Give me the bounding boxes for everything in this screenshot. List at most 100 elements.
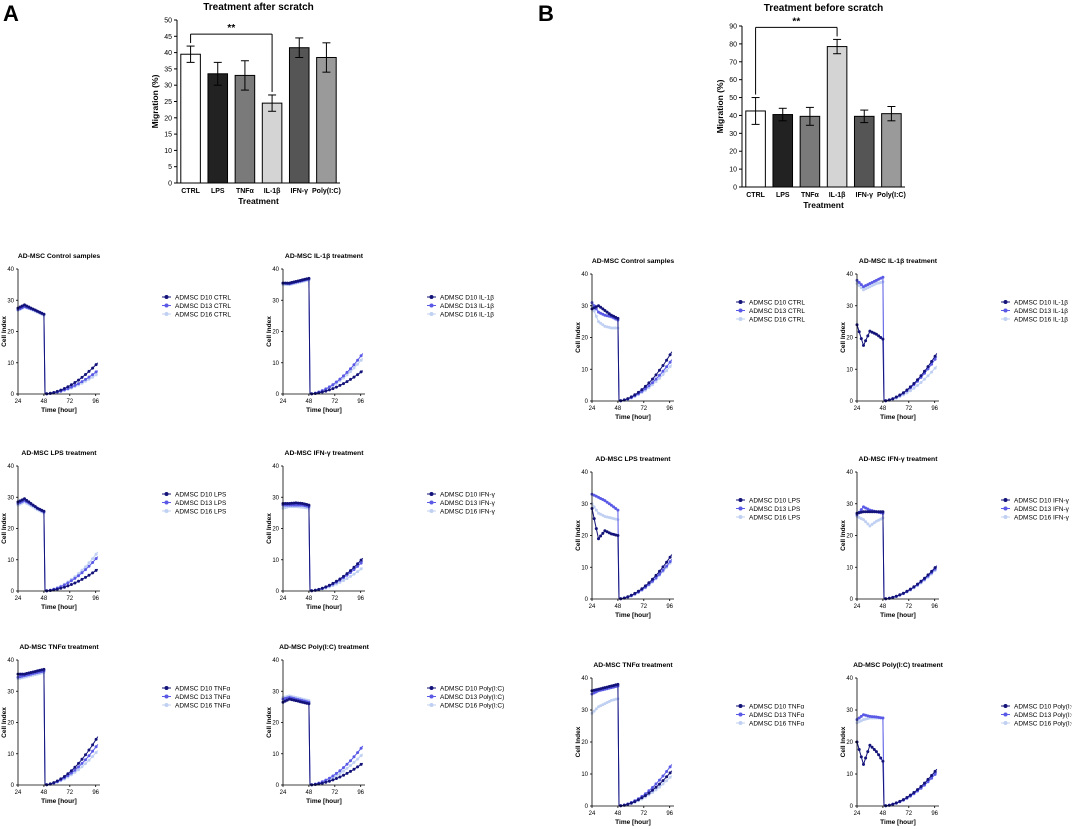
y-tick-label-4: 40 [581,676,588,682]
series-1-point-46 [80,761,84,765]
y-tick-label-3: 30 [846,708,853,714]
legend-label-2: ADMSC D16 IL-1β [440,311,494,318]
y-tick-label-3: 30 [7,689,14,695]
series-0-point-42 [912,382,916,385]
series-2-point-14 [870,522,874,526]
legend-label-2: ADMSC D16 Poly(I:C) [440,702,504,709]
legend-marker-0 [1003,300,1008,304]
chart-title: AD-MSC IFN-γ treatment [285,450,365,457]
y-tick-label-2: 20 [7,330,14,336]
series-0-point-8 [599,534,603,538]
legend-label-0: ADMSC D10 TNFα [749,703,805,710]
x-tick-label-4: IFN-γ [856,192,874,199]
series-0-point-44 [342,574,345,578]
series-2-point-52 [930,370,934,374]
bar-3 [261,102,283,184]
series-1-point-46 [80,571,84,575]
series-0-point-32 [894,395,898,399]
x-tick-label-2: 72 [905,406,912,412]
legend-marker-0 [738,300,743,304]
x-tick-label-1: LPS [211,188,225,195]
series-0-point-54 [359,762,363,766]
series-0-point-46 [919,785,923,788]
series-1-point-52 [356,751,360,755]
y-axis-label: Migration (%) [715,79,725,133]
series-2-point-54 [359,754,363,758]
legend-label-2: ADMSC D16 IFN-γ [1014,514,1070,521]
series-1-point-40 [69,771,73,775]
series-0-point-38 [640,587,644,591]
series-0-point-2 [592,517,596,521]
series-2-point-50 [352,760,356,764]
series-line-1 [856,714,938,807]
legend-label-0: ADMSC D10 IL-1β [440,294,494,301]
series-0-point-52 [930,774,934,777]
series-0-point-44 [916,378,919,382]
series-0-point-24 [307,503,311,507]
x-tick-label-1: 48 [41,790,48,796]
series-0-point-8 [290,501,294,505]
series-1-point-46 [654,377,658,381]
series-0-point-44 [651,788,654,792]
series-2-point-48 [349,764,352,767]
y-tick-label-0: 0 [11,589,15,595]
series-line-1 [856,506,938,600]
series-0-point-50 [926,573,930,577]
x-tick-label-1: LPS [776,192,790,199]
y-tick-label-2: 20 [581,534,588,540]
series-0-point-32 [320,390,324,394]
series-1-point-42 [73,768,77,772]
series-2-point-2 [592,309,596,313]
y-axis-label: Cell Index [575,726,582,757]
series-0-point-52 [930,360,934,363]
y-axis-label: Migration (%) [150,74,160,128]
legend-marker-2 [1003,317,1008,321]
series-0-point-24 [881,510,885,514]
series-0-point-30 [52,781,56,785]
legend-label-1: ADMSC D13 Poly(I:C) [1014,712,1072,719]
series-0-point-36 [636,589,640,593]
y-tick-label-1: 5 [168,164,172,171]
series-1-point-38 [66,581,70,585]
x-axis-label: Time [hour] [615,612,651,619]
series-0-point-44 [651,577,654,581]
series-0-point-2 [857,330,861,334]
legend-label-1: ADMSC D13 IL-1β [1014,308,1068,315]
series-1-point-24 [616,508,620,512]
y-tick-label-1: 10 [846,565,853,571]
y-tick-label-8: 40 [164,50,172,57]
y-tick-label-0: 0 [11,392,15,398]
y-tick-label-1: 10 [7,558,14,564]
y-tick-label-3: 30 [729,131,737,138]
series-line-1 [283,504,364,592]
series-line-2 [591,503,673,600]
chart-title: AD-MSC TNFα treatment [593,662,673,669]
series-0-point-52 [356,765,360,769]
series-1-point-46 [654,576,658,580]
x-tick-label-2: 72 [331,399,338,405]
series-0-point-48 [658,368,661,372]
series-0-point-44 [916,788,919,792]
chart-title: AD-MSC Poly(I:C) treatment [853,662,944,669]
series-line-1 [17,670,99,786]
series-line-2 [591,305,673,402]
series-0-point-46 [345,771,349,775]
y-tick-label-4: 40 [272,658,279,664]
series-0-point-40 [908,793,912,797]
series-1-point-50 [661,568,665,572]
series-1-point-40 [334,380,338,384]
series-0-point-22 [879,756,883,760]
series-0-point-36 [62,775,66,778]
series-0-point-50 [352,767,356,771]
series-2-point-4 [594,314,598,318]
series-1-point-14 [870,715,874,719]
legend-label-2: ADMSC D16 Poly(I:C) [1014,720,1072,727]
series-2-point-50 [352,572,356,576]
legend-label-1: ADMSC D13 CTRL [749,308,805,315]
series-1-point-52 [665,365,669,369]
series-0-point-4 [285,281,289,285]
x-axis-label: Time [hour] [880,414,916,421]
series-1-point-4 [859,508,863,512]
y-tick-label-1: 10 [272,361,279,367]
series-0-point-8 [864,756,868,760]
